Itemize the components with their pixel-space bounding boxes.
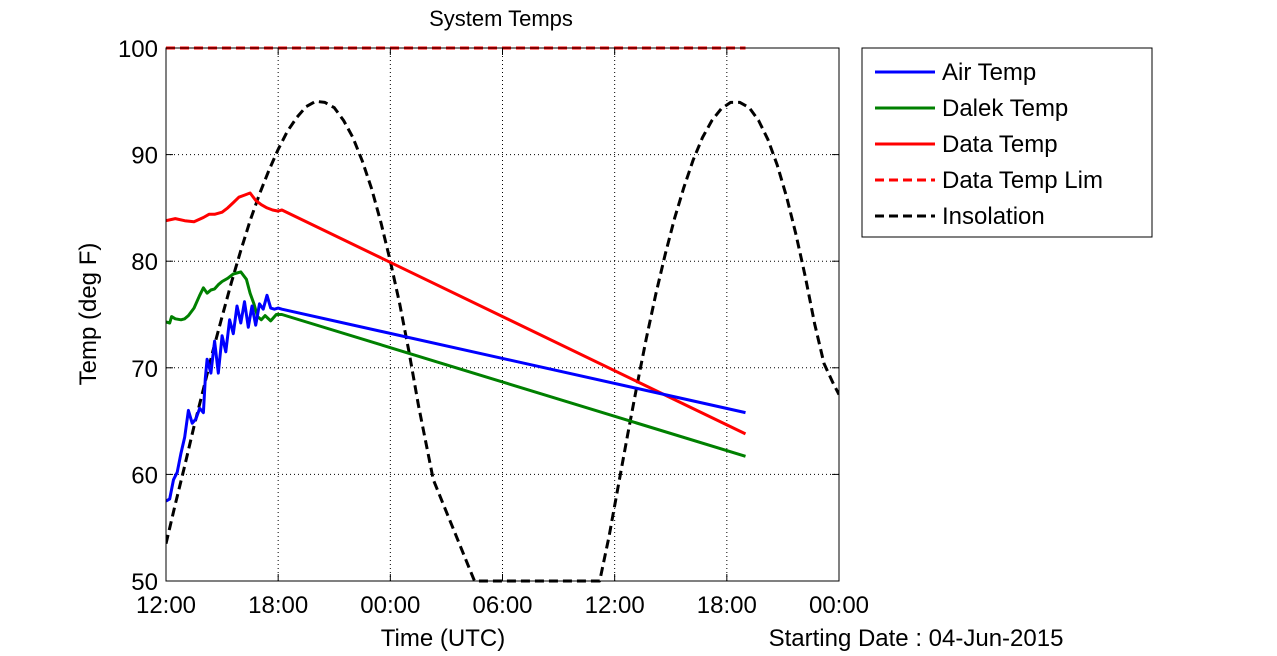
y-axis-label: Temp (deg F) xyxy=(75,243,102,386)
gridlines xyxy=(166,48,839,581)
series-line-air-temp xyxy=(166,293,746,503)
y-tick-label: 100 xyxy=(118,36,158,63)
x-axis-label: Time (UTC) xyxy=(381,625,505,652)
legend-label: Data Temp Lim xyxy=(942,167,1103,194)
ticks: 12:00 18:00 00:00 06:00 12:00 18:00 00:00 50 60 7… xyxy=(118,36,869,619)
x-tick-label: 12:00 xyxy=(585,592,645,619)
x-tick-label: 12:00 xyxy=(136,592,196,619)
legend: Air Temp Dalek Temp Data Temp Data Temp Lim… xyxy=(861,47,1153,238)
series-line-insolation xyxy=(166,99,839,583)
legend-label: Data Temp xyxy=(942,131,1058,158)
x-tick-label: 06:00 xyxy=(472,592,532,619)
y-tick-label: 50 xyxy=(131,569,158,596)
chart-title: System Temps xyxy=(429,6,573,31)
x-tick-label: 18:00 xyxy=(697,592,757,619)
x-tick-label: 00:00 xyxy=(809,592,869,619)
legend-label: Air Temp xyxy=(942,59,1036,86)
x-tick-label: 00:00 xyxy=(360,592,420,619)
series-line-dalek-temp xyxy=(166,270,746,458)
legend-label: Insolation xyxy=(942,203,1045,230)
series-line-data-temp xyxy=(166,191,747,436)
starting-date-note: Starting Date : 04-Jun-2015 xyxy=(769,625,1064,652)
y-tick-label: 80 xyxy=(131,249,158,276)
y-tick-label: 90 xyxy=(131,143,158,170)
x-tick-label: 18:00 xyxy=(248,592,308,619)
y-tick-label: 60 xyxy=(131,462,158,489)
y-tick-label: 70 xyxy=(131,356,158,383)
legend-label: Dalek Temp xyxy=(942,95,1068,122)
